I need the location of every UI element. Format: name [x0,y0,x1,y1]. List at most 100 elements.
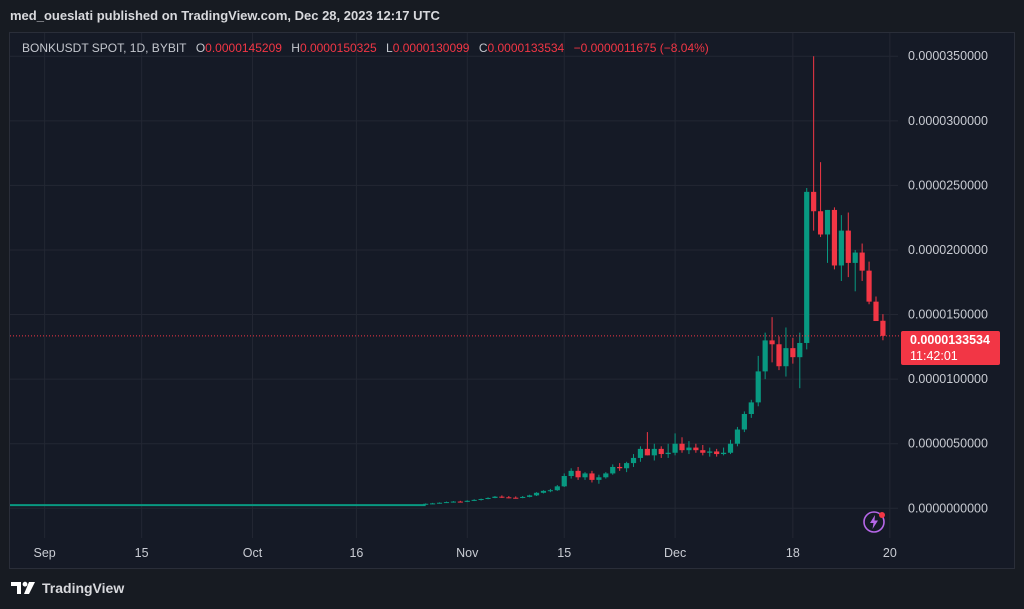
candle [672,433,678,456]
candle [520,496,526,499]
x-tick-label: 20 [883,546,897,560]
price-axis[interactable]: 0.0000350000 0.0000300000 0.0000250000 0.00… [908,49,988,515]
candle [623,461,630,473]
bar-countdown: 11:42:01 [910,349,958,363]
y-tick-label: 0.0000150000 [908,308,988,322]
x-tick-label: 15 [557,546,571,560]
candle [700,445,706,456]
candle-body [575,470,581,478]
y-tick-label: 0.0000050000 [908,437,988,451]
candle-body [540,490,547,493]
candle-body [714,451,720,455]
candle [817,162,824,238]
candle-body [527,495,533,497]
x-tick-label: Nov [456,546,479,560]
candle [880,314,886,341]
candle [589,470,595,483]
candle [457,500,463,503]
candle [603,472,609,479]
footer: TradingView [10,580,124,596]
candle [533,492,540,497]
brand-name[interactable]: TradingView [42,580,125,596]
candle [727,439,734,455]
candle-body [513,497,519,499]
candle-body [547,490,553,492]
chart-pane[interactable] [9,32,1015,569]
x-tick-label: Oct [243,546,263,560]
candle-body [727,443,734,453]
candle [637,446,644,462]
candle [838,215,844,281]
candle [679,437,685,453]
candle-body [457,501,463,503]
open-value: 0.0000145209 [205,41,282,55]
candle [824,209,831,263]
candle-body [762,340,768,372]
candle-body [852,252,858,263]
candle-body [520,496,526,498]
candles [423,56,886,505]
time-axis[interactable]: Sep 15 Oct 16 Nov 15 Dec 18 20 [34,546,897,560]
candle-body [783,348,789,367]
tradingview-logo-icon[interactable] [10,580,36,596]
low-label: L [386,41,393,55]
candle-body [838,230,844,266]
candle-body [554,486,560,491]
grid-lines [10,33,898,538]
candle-body [720,452,727,455]
y-tick-label: 0.0000200000 [908,243,988,257]
candle-body [582,473,588,478]
close-value: 0.0000133534 [487,41,565,55]
candle [707,447,713,457]
candle [714,448,720,457]
candle [499,495,505,498]
candle [513,496,519,499]
candle [686,441,692,455]
candle-body [831,209,838,266]
candle [748,399,754,418]
low-value: 0.0000130099 [392,41,470,55]
x-tick-label: 18 [786,546,800,560]
candle [693,443,699,453]
lightning-icon[interactable] [862,510,886,534]
high-label: H [291,41,300,55]
candle [610,464,616,475]
candle [430,502,436,505]
candle-body [644,448,650,456]
candle-body [603,473,609,478]
candle-body [824,209,831,235]
candle [471,499,477,502]
change-value: −0.0000011675 (−8.04%) [573,41,709,55]
candle [506,496,512,499]
candle-body [769,340,775,345]
candle [436,502,443,504]
candle-body [734,429,741,444]
candle [720,447,727,456]
candle-body [464,500,470,502]
candle [575,466,581,480]
last-price-tag: 0.0000133534 11:42:01 [901,331,1000,365]
candle [783,327,789,377]
candle [540,490,547,494]
symbol-label[interactable]: BONKUSDT SPOT, 1D, BYBIT [22,41,187,55]
x-tick-label: 16 [349,546,363,560]
candle-body [741,414,747,430]
x-tick-label: 15 [135,546,149,560]
candle-body [561,476,567,487]
candle [755,355,761,407]
candle-body [866,270,872,302]
candle [485,497,491,500]
candle [845,212,851,278]
candle-body [686,447,692,451]
y-tick-label: 0.0000350000 [908,49,988,63]
candle-body [450,501,456,503]
candle [464,500,470,503]
candle-body [568,470,574,477]
candle-body [776,344,782,367]
candle-body [880,320,886,336]
candle-body [804,191,810,343]
candle [547,488,553,493]
candle [582,472,588,480]
candle [492,496,498,499]
